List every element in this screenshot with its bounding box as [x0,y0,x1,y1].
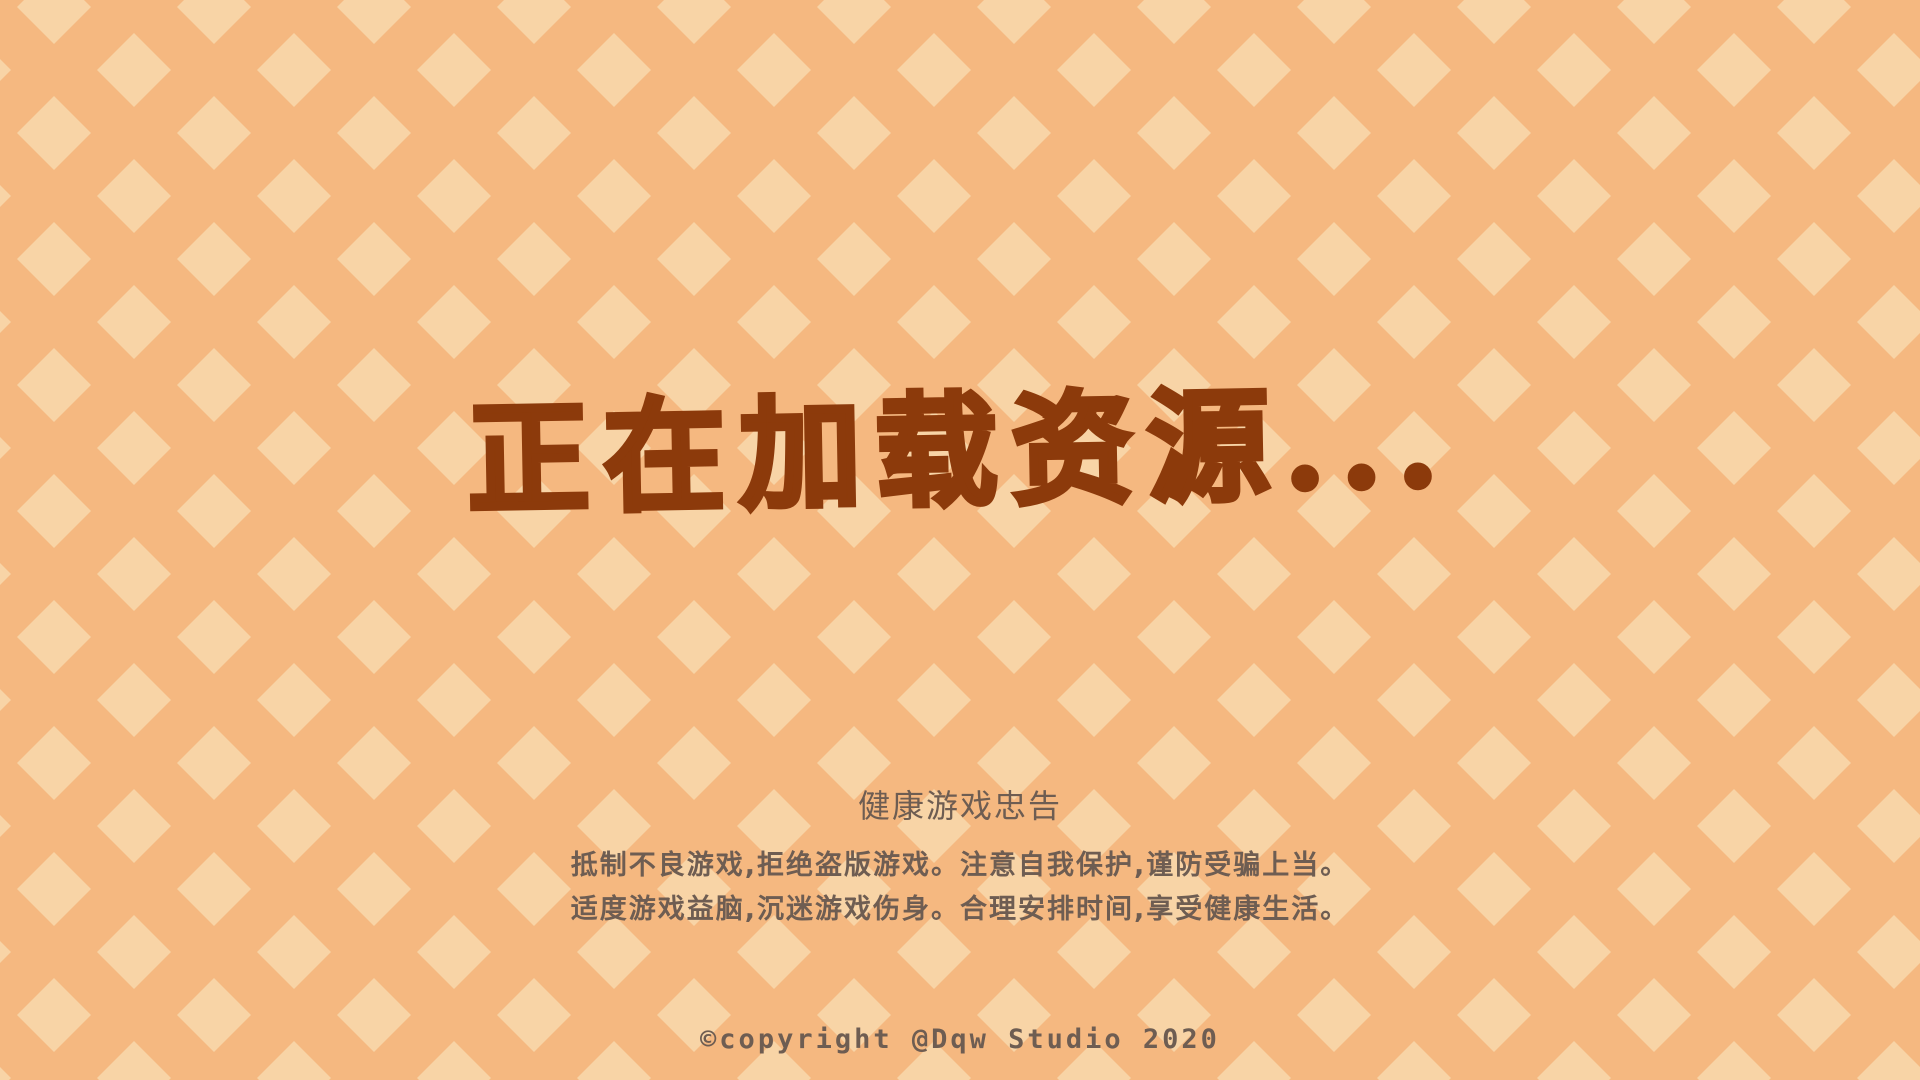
health-notice-line-1: 抵制不良游戏,拒绝盗版游戏。注意自我保护,谨防受骗上当。 [570,850,1350,881]
copyright-footer: ©copyright @Dqw Studio 2020 [700,1024,1220,1055]
health-notice-line-2: 适度游戏益脑,沉迷游戏伤身。合理安排时间,享受健康生活。 [570,894,1350,925]
health-notice-title: 健康游戏忠告 [857,787,1062,825]
